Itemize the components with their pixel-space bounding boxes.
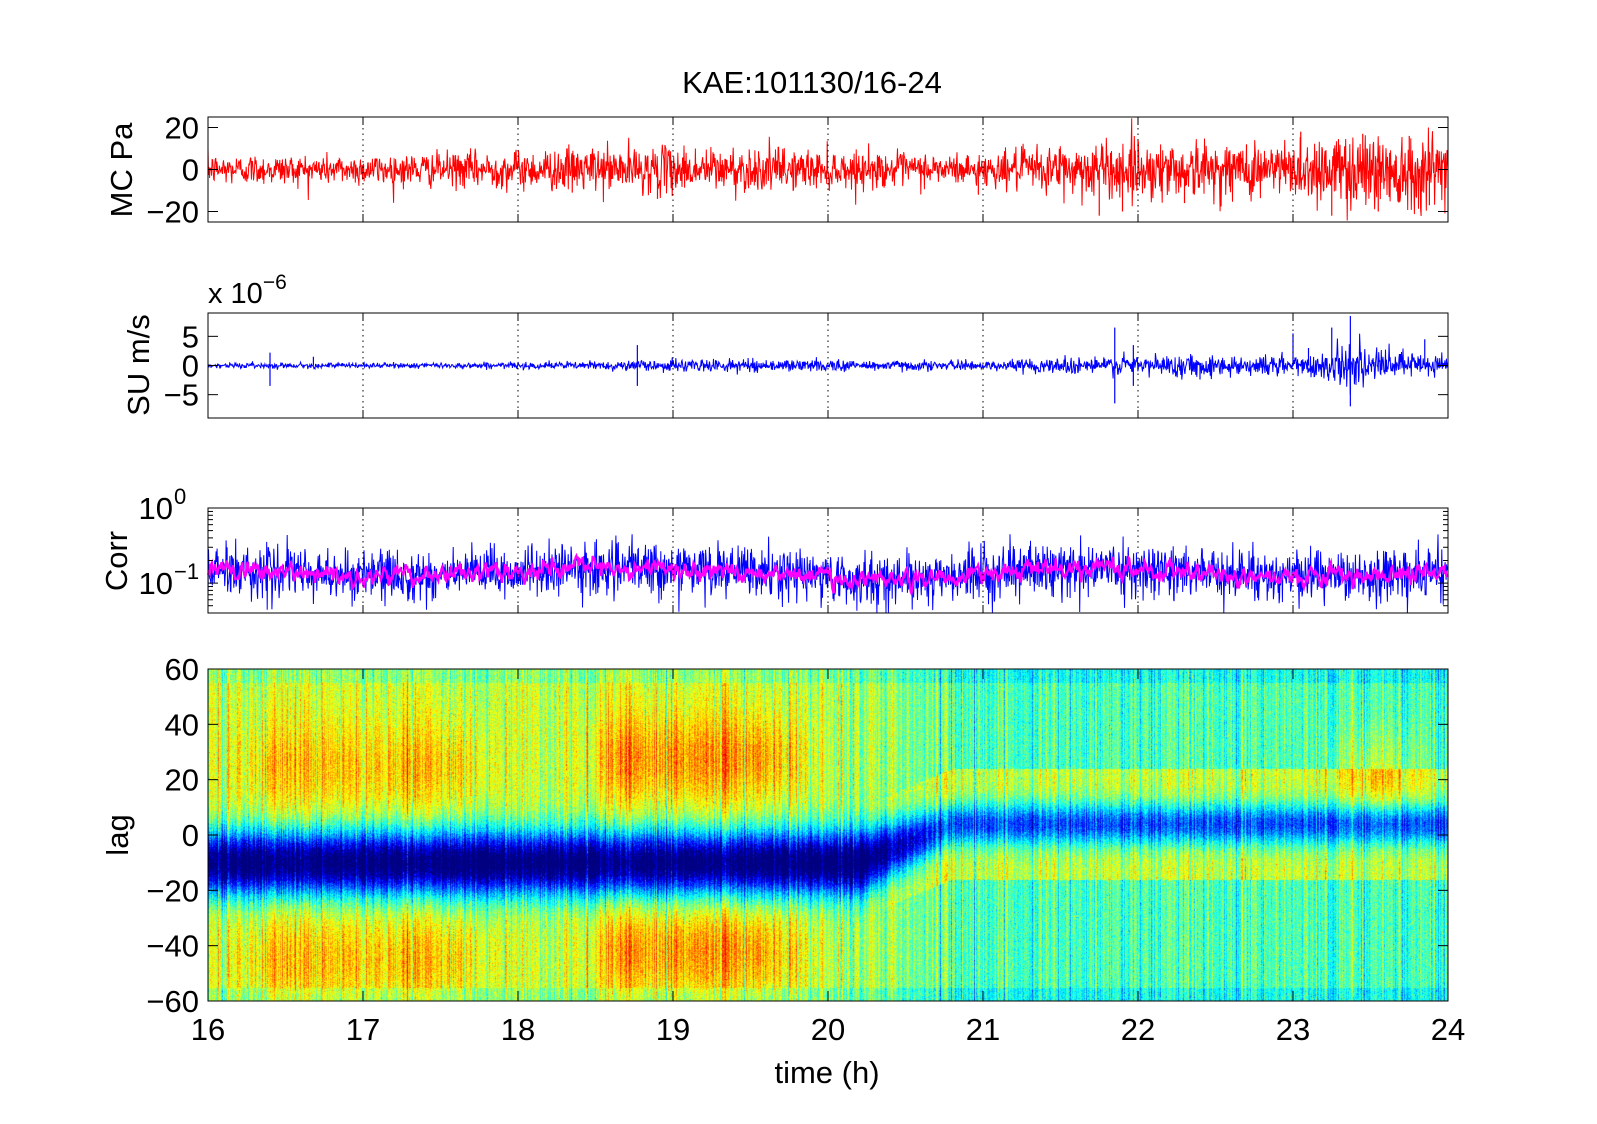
corr-ylabel: Corr: [99, 531, 134, 591]
mc-trace: [207, 118, 1449, 221]
lag-ylabel: lag: [100, 814, 135, 855]
mc-ylabel: MC Pa: [104, 122, 139, 218]
mc-panel: −20 0 20 MC Pa: [104, 111, 1449, 230]
y-tick-label: 10: [139, 491, 173, 526]
x-tick-label: 17: [346, 1012, 380, 1047]
mc-series-line: [207, 118, 1449, 221]
mc-yticks: −20 0 20: [146, 111, 1448, 230]
y-tick-label: −60: [146, 984, 199, 1019]
su-series-line: [207, 333, 1449, 395]
x-tick-label: 20: [811, 1012, 845, 1047]
y-tick-exponent: 0: [174, 484, 186, 509]
su-trace: [207, 315, 1449, 407]
x-axis-label: time (h): [774, 1055, 879, 1090]
corr-traces: [206, 534, 1449, 614]
su-exponent-power: −6: [263, 271, 287, 294]
y-tick-label: −40: [146, 929, 199, 964]
y-tick-label: 0: [182, 349, 199, 384]
su-exponent-base: x 10: [208, 278, 263, 310]
x-tick-label: 16: [191, 1012, 225, 1047]
x-tick-label: 19: [656, 1012, 690, 1047]
y-tick-label: 0: [182, 153, 199, 188]
y-tick-label: 60: [165, 652, 199, 687]
corr-series-line-smoothed: [206, 552, 1449, 598]
figure-title: KAE:101130/16-24: [682, 65, 942, 100]
lag-heatmap: [208, 669, 1448, 1001]
y-tick-label: −5: [164, 378, 199, 413]
su-ylabel: SU m/s: [121, 314, 156, 416]
su-grid: [362, 313, 1294, 418]
y-tick-exponent: −1: [174, 559, 199, 584]
su-exponent-label: x 10−6: [208, 271, 287, 310]
y-tick-label: −20: [146, 195, 199, 230]
x-tick-label: 18: [501, 1012, 535, 1047]
lag-ticks: −60 −40 −20 0 20 40 60 16 17 18 19 20 21 22 23 24: [146, 652, 1465, 1047]
x-tick-label: 22: [1121, 1012, 1155, 1047]
su-yticks: −505: [164, 313, 1448, 418]
x-tick-label: 24: [1431, 1012, 1465, 1047]
y-tick-label: 20: [165, 763, 199, 798]
y-tick-label: 10: [139, 566, 173, 601]
su-panel: −505 SU m/s x 10−6: [121, 271, 1449, 419]
y-tick-label: 0: [182, 818, 199, 853]
corr-grid: [362, 508, 1294, 613]
y-tick-label: 40: [165, 707, 199, 742]
lag-panel: −60 −40 −20 0 20 40 60 16 17 18 19 20 21 22 23 24 lag t…: [100, 652, 1465, 1090]
y-tick-label: 5: [182, 319, 199, 354]
x-tick-label: 23: [1276, 1012, 1310, 1047]
y-tick-label: 20: [165, 111, 199, 146]
y-tick-label: −20: [146, 873, 199, 908]
lag-heatmap-holder: [208, 669, 1448, 1001]
x-tick-label: 21: [966, 1012, 1000, 1047]
mc-grid: [362, 117, 1294, 222]
